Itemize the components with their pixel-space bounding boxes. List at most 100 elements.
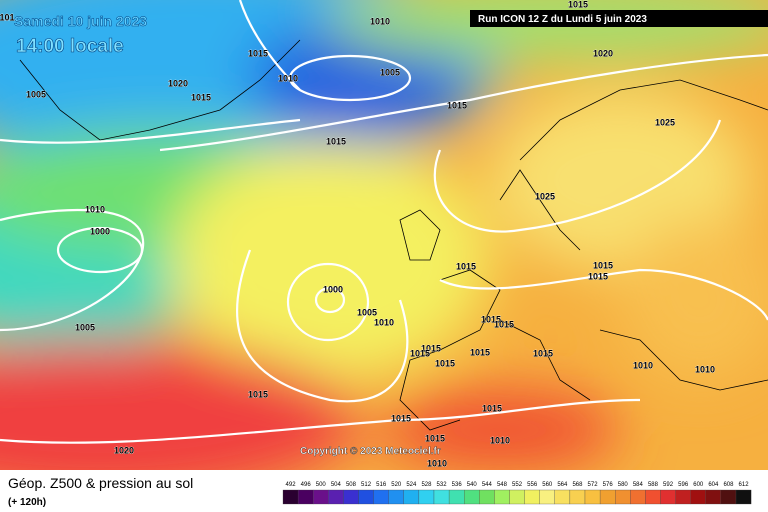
legend-value: 544	[482, 482, 493, 488]
isobar-label: 1010	[695, 364, 715, 374]
isobar-label: 1010	[633, 360, 653, 370]
legend-swatch	[448, 489, 465, 505]
isobar-label: 1015	[494, 319, 514, 329]
legend-value: 612	[739, 482, 750, 488]
isobar-label: 1015	[533, 348, 553, 358]
footer-lead: (+ 120h)	[8, 497, 46, 508]
legend-value: 588	[648, 482, 659, 488]
isobar-label: 1015	[593, 260, 613, 270]
legend-value: 560	[542, 482, 553, 488]
legend-swatch	[328, 489, 344, 505]
legend-swatch	[705, 489, 722, 505]
isobar-label: 1015	[191, 92, 211, 102]
legend-value: 568	[572, 482, 583, 488]
isobar-label: 1015	[425, 433, 445, 443]
legend-value: 508	[346, 482, 357, 488]
legend-swatch	[630, 489, 646, 505]
legend-swatch	[599, 489, 616, 505]
isobar-label: 1025	[655, 117, 675, 127]
isobar-label: 1020	[114, 445, 134, 455]
isobar-label: 1015	[421, 343, 441, 353]
legend-swatch	[615, 489, 631, 505]
isobar-label: 1005	[75, 322, 95, 332]
isobar-label: 1015	[248, 48, 268, 58]
legend-value: 576	[603, 482, 614, 488]
legend-value: 556	[527, 482, 538, 488]
legend-swatch	[464, 489, 480, 505]
legend-swatch	[645, 489, 661, 505]
footer-title: Géop. Z500 & pression au sol	[8, 475, 193, 491]
isobar-label: 1020	[593, 48, 613, 58]
legend-value: 532	[437, 482, 448, 488]
legend-value: 592	[663, 482, 674, 488]
legend-swatch	[388, 489, 404, 505]
isobar-label: 1015	[470, 347, 490, 357]
legend-swatch	[343, 489, 359, 505]
legend-value: 564	[557, 482, 568, 488]
legend-swatch	[403, 489, 420, 505]
legend-value: 516	[376, 482, 387, 488]
legend-value: 496	[301, 482, 312, 488]
isobar-label: 1015	[326, 136, 346, 146]
legend-swatch	[720, 489, 737, 505]
legend-swatch	[735, 489, 752, 505]
color-legend: 492 496 500 504 508 512 516 520 524 528 532 536 540 5…	[282, 482, 752, 505]
isobar-label: 1015	[435, 358, 455, 368]
isobar-label: 1015	[248, 389, 268, 399]
legend-value: 548	[497, 482, 508, 488]
legend-value: 600	[693, 482, 704, 488]
isobar-label: 1015	[410, 348, 430, 358]
legend-swatch	[554, 489, 571, 505]
isobar-label: 1015	[391, 413, 411, 423]
isobar-label: 101	[0, 12, 15, 22]
isobar-label: 1000	[90, 226, 110, 236]
legend-swatch	[418, 489, 435, 505]
legend-value: 536	[452, 482, 463, 488]
isobar-labels: 1011015101010151010100510201015100510151…	[0, 0, 715, 469]
isobar-label: 1010	[374, 317, 394, 327]
legend-swatch	[584, 489, 601, 505]
date-title: Samedi 10 juin 2023	[14, 13, 147, 29]
legend-swatch	[675, 489, 691, 505]
isobar-label: 1005	[357, 307, 377, 317]
isobar-label: 1015	[568, 0, 588, 9]
legend-value: 552	[512, 482, 523, 488]
isobar-label: 1010	[370, 16, 390, 26]
legend-swatch	[539, 489, 555, 505]
legend-swatch	[313, 489, 329, 505]
legend-swatch	[297, 489, 314, 505]
legend-swatch	[479, 489, 495, 505]
legend-value: 512	[361, 482, 372, 488]
legend-value: 604	[708, 482, 719, 488]
isobar-label: 1015	[482, 403, 502, 413]
isobars	[0, 0, 768, 444]
legend-value: 500	[316, 482, 327, 488]
legend-swatch	[509, 489, 525, 505]
run-info: Run ICON 12 Z du Lundi 5 juin 2023	[478, 14, 647, 25]
legend-swatch	[373, 489, 389, 505]
legend-swatch	[282, 489, 299, 505]
isobar-label: 1000	[323, 284, 343, 294]
map	[0, 0, 768, 470]
isobar-label: 1020	[168, 78, 188, 88]
legend-value: 492	[286, 482, 297, 488]
isobar-label: 1015	[481, 314, 501, 324]
isobar-label: 1005	[26, 89, 46, 99]
legend-swatch	[660, 489, 676, 505]
isobar-label: 1010	[427, 458, 447, 468]
time-title: 14:00 locale	[16, 36, 124, 57]
legend-swatch	[494, 489, 510, 505]
legend-value: 524	[406, 482, 417, 488]
legend-swatch	[433, 489, 450, 505]
legend-swatch	[569, 489, 586, 505]
legend-value: 572	[588, 482, 599, 488]
isobar-label: 1010	[490, 435, 510, 445]
isobar-label: 1015	[456, 261, 476, 271]
isobar-label: 1010	[278, 73, 298, 83]
legend-value: 596	[678, 482, 689, 488]
isobar-label: 1005	[380, 67, 400, 77]
isobar-label: 1010	[85, 204, 105, 214]
run-banner	[470, 10, 768, 27]
legend-value: 584	[633, 482, 644, 488]
